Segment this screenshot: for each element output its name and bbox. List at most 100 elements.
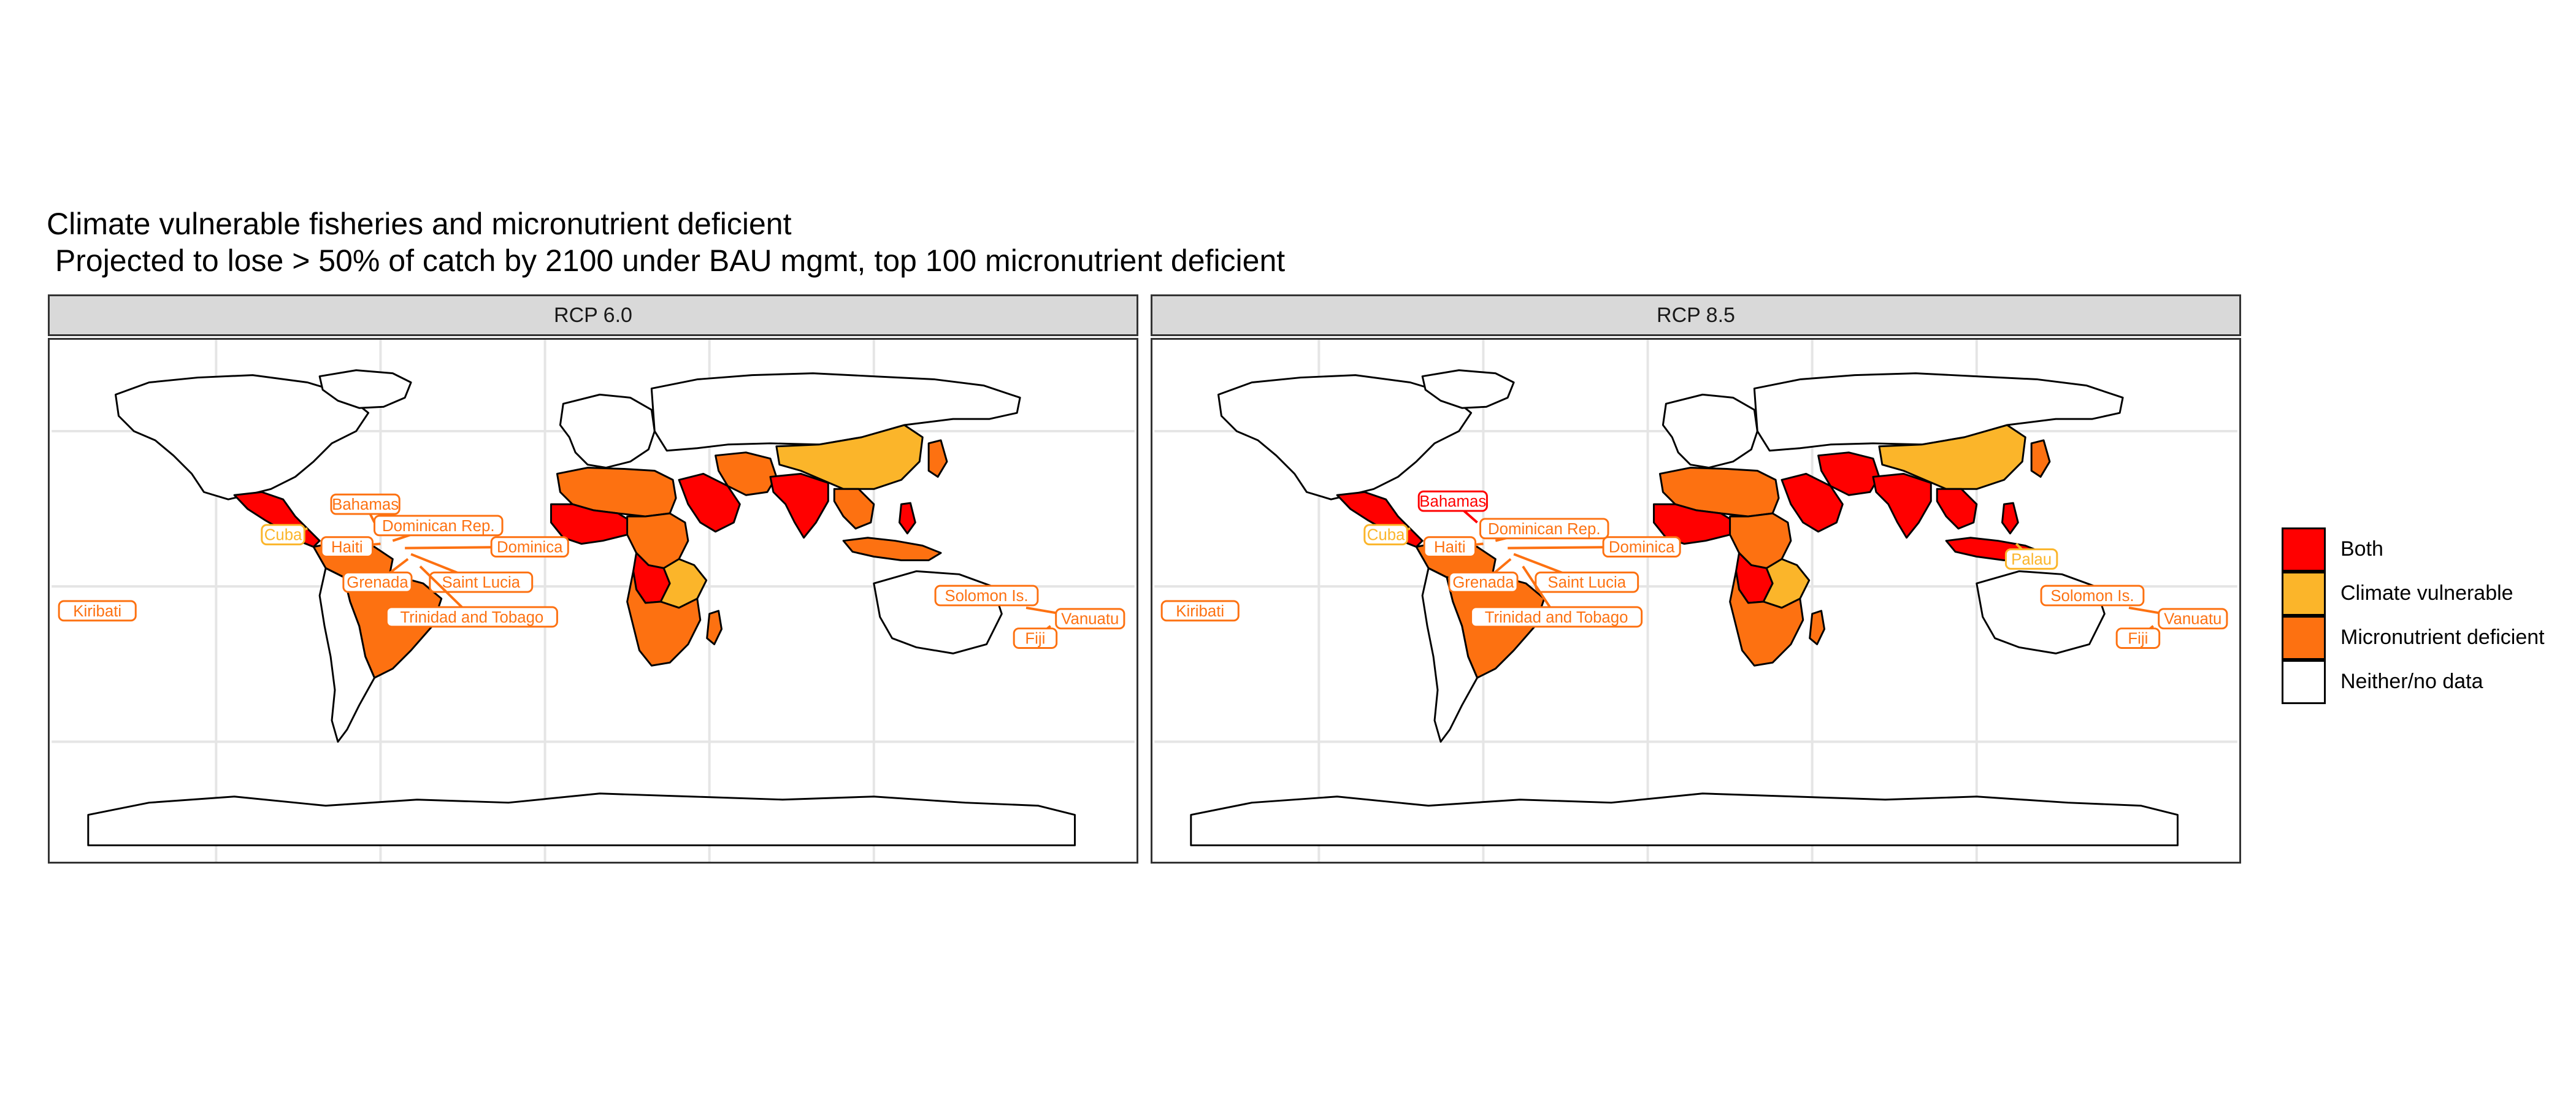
country-label-text: Solomon Is. — [2050, 588, 2134, 605]
country-label-grenada: Grenada — [342, 571, 413, 593]
country-label-text: Cuba — [1367, 527, 1405, 544]
map-plot: Bahamas Cuba Dominican Rep. Haiti Dominica Gr… — [48, 338, 1138, 864]
panel-title: RCP 8.5 — [1657, 303, 1735, 327]
country-label-haiti: Haiti — [320, 536, 374, 558]
country-label-bahamas: Bahamas — [330, 493, 401, 515]
label-box — [2115, 627, 2161, 649]
legend-item-both: Both — [2282, 527, 2576, 572]
countries — [87, 369, 1076, 846]
label-box — [1479, 518, 1609, 540]
region-antarctica — [87, 792, 1076, 846]
country-label-text: Vanuatu — [1061, 611, 1119, 628]
country-label-text: Fiji — [2128, 631, 2148, 648]
region-south-america-south — [1421, 567, 1479, 743]
region-japan — [927, 439, 948, 478]
country-label-vanuatu: Vanuatu — [1055, 608, 1125, 630]
world-map: Bahamas Cuba Dominican Rep. Haiti Dominica Gr… — [52, 340, 1135, 862]
region-antarctica — [1190, 792, 2179, 846]
region-greenland — [318, 369, 412, 409]
region-arabian-peninsula — [1781, 472, 1844, 533]
country-label-solomon-is: Solomon Is. — [2040, 585, 2145, 607]
legend-item-neither: Neither/no data — [2282, 660, 2576, 704]
region-india — [769, 472, 829, 539]
region-south-america-south — [318, 567, 376, 743]
region-japan — [2030, 439, 2051, 478]
region-australia — [1976, 570, 2106, 654]
country-label-text: Dominica — [497, 539, 563, 556]
country-label-haiti: Haiti — [1423, 536, 1477, 558]
country-label-text: Saint Lucia — [442, 574, 520, 591]
label-box — [1470, 606, 1643, 628]
country-label-text: Kiribati — [73, 603, 121, 620]
countries — [1190, 369, 2179, 846]
country-label-text: Haiti — [331, 539, 363, 556]
label-box — [1055, 608, 1125, 630]
region-madagascar — [706, 610, 723, 645]
region-indonesia — [842, 537, 942, 561]
country-label-text: Bahamas — [332, 496, 399, 513]
region-north-america — [114, 374, 370, 500]
label-box — [490, 536, 569, 558]
country-label-grenada: Grenada — [1448, 571, 1519, 593]
region-russia — [1753, 372, 2124, 452]
country-label-text: Solomon Is. — [945, 588, 1028, 605]
country-label-text: Cuba — [264, 527, 302, 544]
world-map: Bahamas Cuba Dominican Rep. Haiti Dominica Gr… — [1154, 340, 2237, 862]
country-label-bahamas: Bahamas — [1417, 490, 1488, 512]
country-label-vanuatu: Vanuatu — [2158, 608, 2228, 630]
country-label-text: Dominica — [1609, 539, 1675, 556]
map-plot: Bahamas Cuba Dominican Rep. Haiti Dominica Gr… — [1151, 338, 2241, 864]
region-southeast-asia — [833, 488, 875, 530]
label-box — [1423, 536, 1477, 558]
legend-label: Climate vulnerable — [2340, 581, 2513, 605]
country-label-text: Trinidad and Tobago — [400, 609, 543, 626]
country-label-solomon-is: Solomon Is. — [934, 585, 1039, 607]
region-iran — [715, 451, 778, 496]
legend-key-micronutrient-deficient — [2282, 616, 2326, 660]
region-arabian-peninsula — [678, 472, 741, 533]
country-label-text: Palau — [2011, 551, 2052, 568]
country-label-text: Kiribati — [1176, 603, 1224, 620]
country-label-text: Fiji — [1025, 631, 1045, 648]
legend-label: Neither/no data — [2340, 670, 2483, 693]
region-madagascar — [1809, 610, 1826, 645]
region-russia — [650, 372, 1021, 452]
country-label-text: Haiti — [1434, 539, 1466, 556]
region-australia — [873, 570, 1003, 654]
label-box — [342, 571, 413, 593]
country-labels: Bahamas Cuba Dominican Rep. Haiti Dominica Gr… — [1160, 490, 2228, 649]
region-southern-africa — [626, 570, 702, 667]
legend-label: Both — [2340, 537, 2383, 561]
country-label-fiji: Fiji — [2115, 627, 2161, 649]
country-label-dominica: Dominica — [490, 536, 569, 558]
chart-title: Climate vulnerable fisheries and micronu… — [47, 207, 792, 241]
region-southeast-asia — [1936, 488, 1978, 530]
label-box — [1363, 524, 1408, 546]
label-box — [320, 536, 374, 558]
country-label-palau: Palau — [2004, 548, 2058, 570]
label-box — [1448, 571, 1519, 593]
country-label-text: Trinidad and Tobago — [1485, 609, 1628, 626]
label-box — [330, 493, 401, 515]
country-label-text: Saint Lucia — [1547, 574, 1626, 591]
panel-strip: RCP 6.0 — [48, 294, 1138, 336]
country-label-dominican-rep: Dominican Rep. — [374, 515, 504, 537]
country-label-text: Dominican Rep. — [382, 518, 495, 535]
label-box — [58, 600, 137, 622]
region-china — [1878, 424, 2026, 490]
map-panel-rcp60: RCP 6.0 Bahamas Cuba Dominican Rep. Haiti Do… — [48, 294, 1138, 864]
legend-key-climate-vulnerable — [2282, 572, 2326, 616]
label-box — [385, 606, 558, 628]
country-label-saint-lucia: Saint Lucia — [429, 571, 534, 593]
label-box — [374, 515, 504, 537]
region-north-america — [1217, 374, 1473, 500]
region-europe — [1662, 393, 1758, 469]
chart-subtitle: Projected to lose > 50% of catch by 2100… — [47, 243, 1286, 278]
region-philippines — [2001, 502, 2019, 535]
label-box — [2040, 585, 2145, 607]
country-label-trinidad-and-tobago: Trinidad and Tobago — [1470, 606, 1643, 628]
country-label-kiribati: Kiribati — [1160, 600, 1240, 622]
legend-key-both — [2282, 527, 2326, 572]
label-box — [429, 571, 534, 593]
country-label-cuba: Cuba — [261, 524, 305, 546]
